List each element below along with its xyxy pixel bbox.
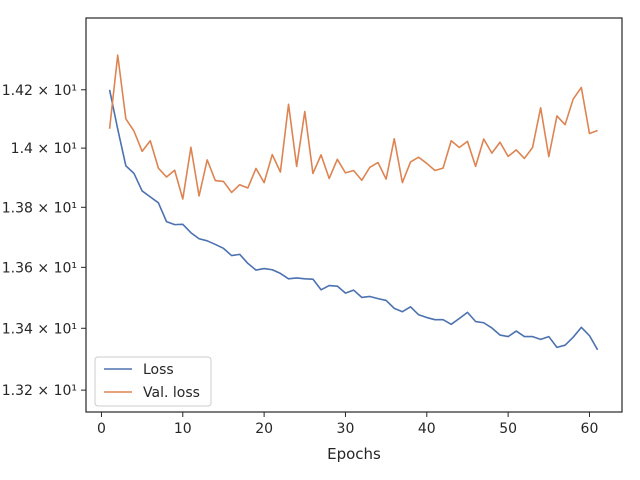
y-tick-label: 1.4 × 10¹ [11,141,77,157]
legend-label: Loss [143,362,174,378]
y-tick-label: 1.32 × 10¹ [2,383,77,399]
series-line-loss [108,89,599,351]
y-tick-label: 1.38 × 10¹ [2,200,77,216]
y-tick-label: 1.36 × 10¹ [2,260,77,276]
x-tick-label: 10 [174,421,192,437]
y-tick-label: 1.42 × 10¹ [2,83,77,99]
series-layer [108,54,599,351]
x-tick-label: 50 [499,421,517,437]
y-axis: 1.32 × 10¹ 1.34 × 10¹ 1.36 × 10¹ 1.38 × 10¹… [2,83,86,399]
y-tick-label: 1.34 × 10¹ [2,321,77,337]
legend-label: Val. loss [143,385,200,401]
x-axis-label: Epochs [327,445,381,463]
series-line-val-loss [108,54,598,200]
legend: Loss Val. loss [94,356,212,407]
plot-area-frame [85,17,623,413]
x-tick-label: 20 [255,421,273,437]
x-tick-label: 0 [97,421,106,437]
x-tick-label: 30 [337,421,355,437]
x-tick-label: 40 [418,421,436,437]
x-tick-label: 60 [581,421,599,437]
x-axis: 0 10 20 30 40 50 60 [97,412,598,437]
